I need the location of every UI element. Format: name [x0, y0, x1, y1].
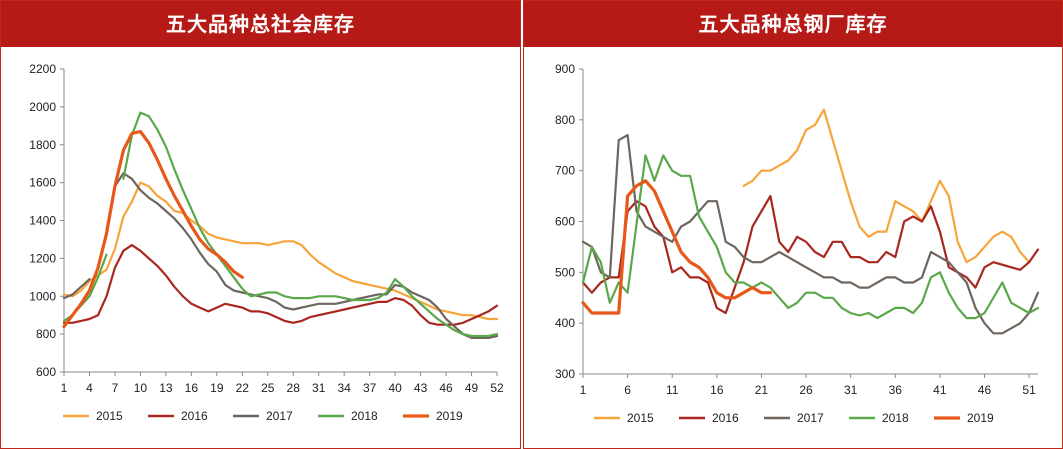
legend-label-2018: 2018	[882, 411, 909, 425]
x-tick-label: 43	[414, 381, 428, 395]
x-tick-label: 21	[755, 383, 769, 397]
y-tick-label: 1000	[29, 289, 56, 303]
x-tick-label: 16	[710, 383, 724, 397]
series-line-2017	[581, 134, 1040, 335]
y-tick-label: 400	[555, 316, 575, 330]
x-tick-label: 49	[465, 381, 479, 395]
x-tick-label: 52	[490, 381, 504, 395]
series-line-2015	[742, 108, 1031, 264]
chart-social-inventory: 600 800 1000 1200 1400 1600 1800 2000 2200 1 4 7 10 1…	[29, 62, 504, 423]
y-tick-label: 700	[555, 164, 575, 178]
x-tick-label: 46	[439, 381, 453, 395]
y-tick-label: 800	[36, 327, 56, 341]
y-tick-label: 800	[555, 113, 575, 127]
x-tick-label: 16	[185, 381, 199, 395]
legend-label-2017: 2017	[266, 409, 293, 423]
y-tick-label: 900	[555, 62, 575, 76]
x-tick-label: 4	[86, 381, 93, 395]
x-tick-label: 28	[287, 381, 301, 395]
legend-label-2018: 2018	[351, 409, 378, 423]
x-tick-label: 26	[799, 383, 813, 397]
x-tick-label: 22	[236, 381, 250, 395]
x-tick-label: 11	[666, 383, 679, 397]
series-line-2015	[62, 181, 499, 321]
series-line-2018	[581, 154, 1040, 320]
x-tick-label: 1	[580, 383, 587, 397]
x-tick-label: 51	[1022, 383, 1036, 397]
series-line-2019	[581, 179, 772, 315]
x-tick-label: 31	[312, 381, 326, 395]
series-line-2016	[581, 195, 1040, 315]
series-line-2019	[62, 129, 244, 329]
chart-panel-mill-inventory: 五大品种总钢厂库存 300 400 500 600 700 800 900 1 6 11 16 21 2…	[523, 0, 1063, 449]
x-tick-label: 37	[363, 381, 377, 395]
series-line-2017	[62, 172, 499, 339]
x-tick-label: 46	[978, 383, 992, 397]
y-tick-label: 1200	[29, 251, 56, 265]
series-line-2016	[62, 244, 499, 326]
x-tick-label: 41	[933, 383, 947, 397]
x-tick-label: 34	[337, 381, 351, 395]
x-tick-label: 13	[159, 381, 173, 395]
y-tick-label: 600	[555, 215, 575, 229]
legend-label-2015: 2015	[627, 411, 654, 425]
legend-label-2016: 2016	[712, 411, 739, 425]
x-tick-label: 7	[112, 381, 119, 395]
x-tick-label: 19	[210, 381, 224, 395]
y-tick-label: 2000	[29, 100, 56, 114]
chart-panel-social-inventory: 五大品种总社会库存 600 800 1000 1200 1400 1600 1800 2000…	[0, 0, 521, 449]
y-tick-label: 600	[36, 365, 56, 379]
legend-label-2019: 2019	[967, 411, 994, 425]
legend-label-2016: 2016	[181, 409, 208, 423]
y-tick-label: 500	[555, 265, 575, 279]
legend-label-2015: 2015	[96, 409, 123, 423]
x-tick-label: 6	[624, 383, 631, 397]
y-tick-label: 300	[555, 367, 575, 381]
x-tick-label: 31	[844, 383, 858, 397]
x-tick-label: 25	[261, 381, 275, 395]
x-tick-label: 10	[134, 381, 148, 395]
y-tick-label: 1600	[29, 176, 56, 190]
x-tick-label: 1	[61, 381, 68, 395]
y-tick-label: 2200	[29, 62, 56, 76]
legend-label-2019: 2019	[436, 409, 463, 423]
y-tick-label: 1800	[29, 138, 56, 152]
chart-title: 五大品种总钢厂库存	[524, 1, 1062, 47]
chart-title: 五大品种总社会库存	[1, 1, 520, 47]
y-tick-label: 1400	[29, 214, 56, 228]
legend-label-2017: 2017	[797, 411, 824, 425]
x-tick-label: 36	[889, 383, 903, 397]
x-tick-label: 40	[388, 381, 402, 395]
